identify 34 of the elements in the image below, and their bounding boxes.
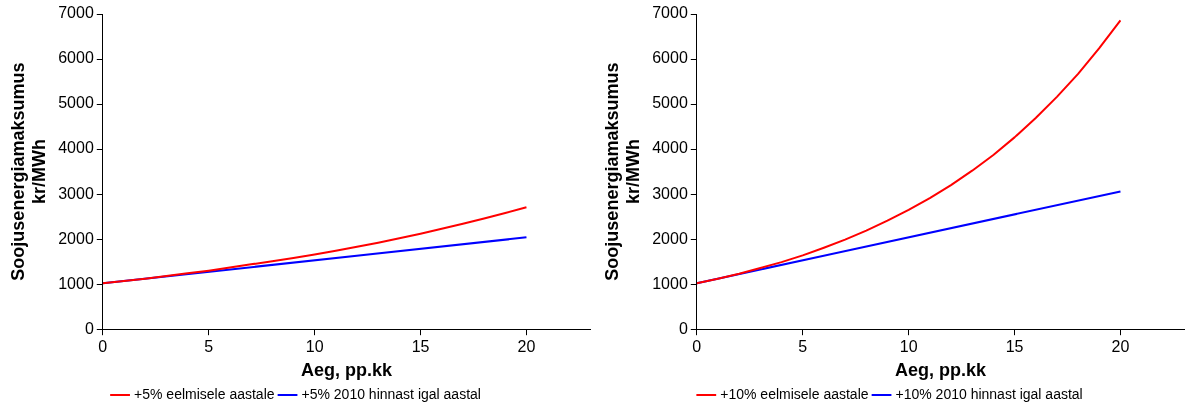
- y-tick-label: 0: [678, 319, 688, 337]
- y-tick-label: 7000: [652, 4, 688, 22]
- x-tick-label: 20: [517, 338, 536, 356]
- y-tick-label: 2000: [58, 229, 94, 247]
- y-tick-label: 6000: [652, 49, 688, 67]
- y-axis-title: Soojusenergiamaksumus kr/MWh: [601, 62, 644, 281]
- y-tick-label: 6000: [58, 49, 94, 67]
- x-axis-title: Aeg, pp.kk: [894, 360, 987, 381]
- y-axis-title: Soojusenergiamaksumus kr/MWh: [7, 62, 50, 281]
- legend-label: +10% 2010 hinnast igal aastal: [895, 385, 1083, 402]
- x-tick-label: 10: [305, 338, 324, 356]
- y-tick-label: 1000: [652, 274, 688, 292]
- y-tick-label: 7000: [58, 4, 94, 22]
- x-axis-title: Aeg, pp.kk: [300, 360, 393, 381]
- x-tick-label: 5: [204, 338, 214, 356]
- x-tick-label: 5: [798, 338, 808, 356]
- y-tick-label: 4000: [58, 139, 94, 157]
- y-tick-label: 3000: [652, 184, 688, 202]
- x-tick-label: 0: [98, 338, 108, 356]
- x-tick-label: 0: [692, 338, 702, 356]
- y-tick-label: 0: [84, 319, 94, 337]
- y-tick-label: 5000: [652, 94, 688, 112]
- y-tick-label: 3000: [58, 184, 94, 202]
- legend-label: +5% 2010 hinnast igal aastal: [301, 385, 481, 402]
- x-tick-label: 20: [1111, 338, 1130, 356]
- x-tick-label: 15: [1005, 338, 1024, 356]
- y-tick-label: 1000: [58, 274, 94, 292]
- y-tick-label: 4000: [652, 139, 688, 157]
- y-tick-label: 5000: [58, 94, 94, 112]
- y-tick-label: 2000: [652, 229, 688, 247]
- legend-label: +10% eelmisele aastale: [720, 385, 869, 402]
- x-tick-label: 10: [899, 338, 918, 356]
- x-tick-label: 15: [411, 338, 430, 356]
- legend-label: +5% eelmisele aastale: [134, 385, 275, 402]
